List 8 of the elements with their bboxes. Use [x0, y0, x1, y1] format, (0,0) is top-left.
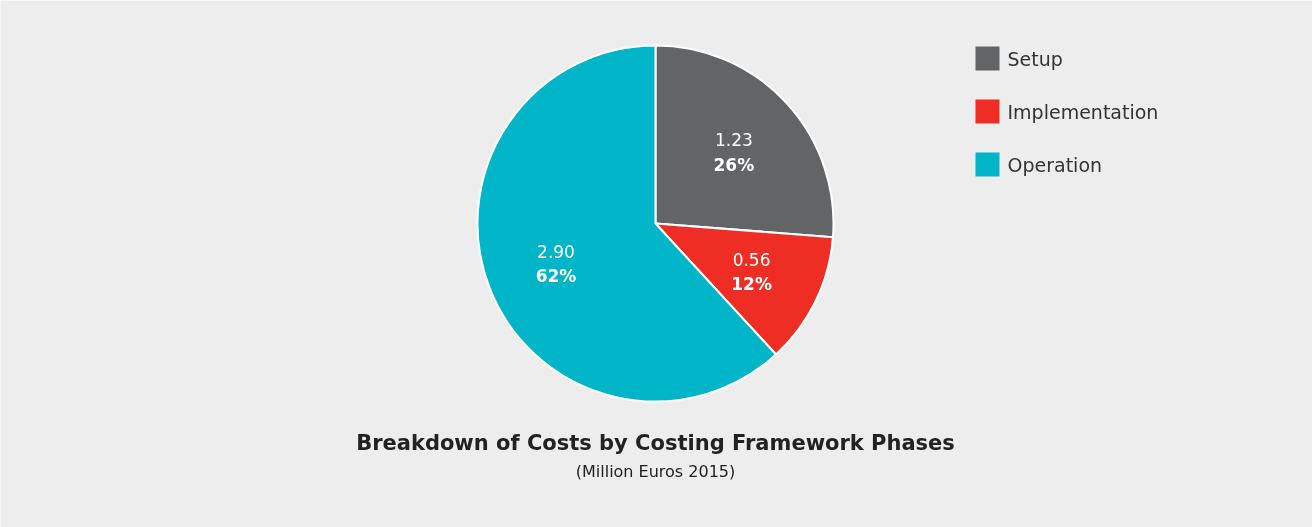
legend-label: Operation	[1007, 153, 1103, 176]
legend-label: Setup	[1007, 47, 1063, 70]
legend-label: Implementation	[1007, 100, 1159, 123]
text: (Million Euros 2015)	[575, 462, 736, 481]
data-label: 2.90 62%	[535, 241, 577, 287]
text: Breakdown of Costs by Costing Framework Phases	[356, 430, 955, 455]
data-label: 1.23 26%	[713, 130, 755, 175]
data-label: 0.56 12%	[731, 249, 772, 295]
